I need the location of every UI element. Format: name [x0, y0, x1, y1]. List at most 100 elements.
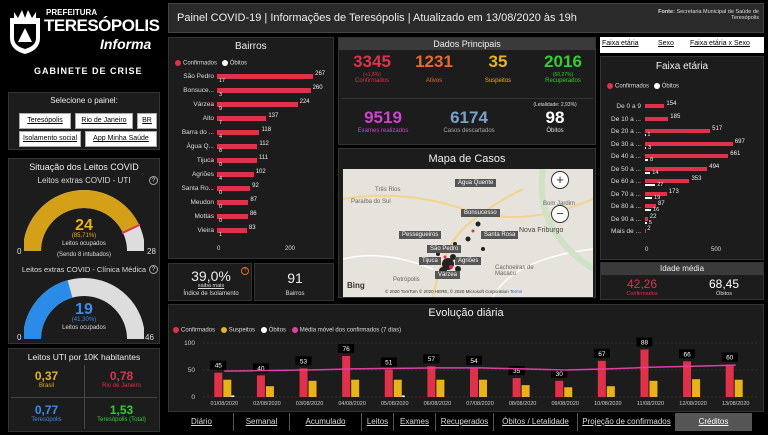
terms-link[interactable]: Terms — [509, 289, 523, 294]
bairro-bar — [217, 172, 254, 177]
faixa-label: De 70 a ... — [611, 190, 641, 198]
faixa-bar — [645, 166, 708, 171]
tab-leitos[interactable]: Leitos — [362, 413, 394, 431]
kpi-label: Exames realizados — [357, 128, 409, 134]
bairro-label: São Pedro — [183, 73, 214, 80]
tab-recuperados[interactable]: Recuperados — [436, 413, 494, 431]
faixa-obitos: 8 — [650, 157, 654, 163]
bairro-label: Santa Ro... — [181, 185, 214, 192]
data-label-bg — [721, 352, 738, 362]
clinica-title: Leitos extras COVID - Clínica Médica — [21, 265, 147, 274]
select-br-button[interactable]: BR — [137, 113, 157, 129]
tab-exames[interactable]: Exames — [394, 413, 436, 431]
help-icon[interactable]: ? — [149, 176, 158, 185]
faixa-label: Mais de ... — [611, 228, 641, 235]
faixa-bar — [645, 229, 646, 233]
faixa-legend: Confirmados Óbitos — [607, 83, 679, 90]
isolamento-value: 39,0% — [191, 268, 231, 284]
tab-sexo[interactable]: Sexo — [658, 40, 674, 47]
uti10k-cell: 0,37 Brasil — [9, 369, 84, 389]
bairro-obitos: 4 — [219, 134, 223, 140]
clinica-min: 0 — [17, 333, 22, 342]
place-label: Cachoeiras de Macacu — [495, 265, 534, 277]
bar-confirmados — [725, 364, 734, 397]
x-tick-label: 04/08/2020 — [338, 401, 366, 407]
help-icon[interactable]: ? — [241, 267, 249, 275]
uti10k-value: 1,53 — [109, 403, 134, 417]
select-rio-button[interactable]: Rio de Janeiro — [75, 113, 133, 129]
faixa-obitos: 5 — [648, 219, 652, 226]
faixa-label: De 80 a ... — [611, 203, 641, 210]
uti10k-value: 0,78 — [109, 369, 134, 383]
faixa-label: De 90 a ... — [611, 215, 641, 223]
bairro-obitos: 7 — [219, 120, 223, 126]
tab-proje-o-de-confirmados[interactable]: Projeção de confirmados — [578, 413, 676, 431]
map-canvas[interactable]: Três Rios Paraíba do Sul Água Quente Bom… — [343, 169, 593, 297]
tab-acumulado[interactable]: Acumulado — [290, 413, 362, 431]
faixa-obito-bar — [645, 209, 652, 211]
bairro-value: 112 — [259, 141, 269, 147]
bairro-bar — [217, 88, 311, 93]
logo-line2: TERESÓPOLIS — [44, 16, 160, 35]
bar-suspeitos — [223, 379, 232, 397]
faixa-obito-bar — [645, 184, 656, 186]
tab-faixa-etaria[interactable]: Faixa etária — [602, 40, 639, 47]
tab-semanal[interactable]: Semanal — [234, 413, 290, 431]
bairro-value: 102 — [255, 169, 266, 175]
data-label: 53 — [300, 358, 308, 365]
kpi-value: 9519 — [364, 108, 402, 127]
bar-suspeitos — [308, 380, 317, 397]
idade-label: Confirmados — [626, 291, 658, 297]
bing-logo: Bing — [347, 281, 365, 290]
select-app-button[interactable]: App Minha Saúde — [85, 131, 157, 147]
uti10k-label: Teresópolis — [31, 417, 62, 423]
select-isolamento-button[interactable]: Isolamento social — [19, 131, 81, 147]
bairro-obitos: 8 — [219, 148, 223, 154]
tab-faixa-sexo[interactable]: Faixa etária x Sexo — [690, 40, 750, 47]
select-teresopolis-button[interactable]: Teresópolis — [19, 113, 71, 129]
faixa-bar — [645, 191, 667, 196]
kpi-recuperados: 2016 (60,27%) Recuperados — [531, 52, 595, 84]
kpi-label: Casos descartados — [443, 128, 495, 134]
faixa-bar — [645, 179, 690, 183]
legend-label: Confirmados — [181, 327, 216, 334]
place-tag: Tijuca — [419, 257, 441, 265]
faixa-obito-bar — [645, 171, 651, 174]
bar-obitos — [401, 395, 405, 397]
place-tag: Bonsucesso — [461, 209, 500, 217]
data-label: 88 — [641, 339, 649, 346]
zoom-out-button[interactable]: − — [551, 205, 569, 223]
data-label-bg — [338, 343, 355, 353]
data-label: 30 — [556, 371, 564, 378]
bar-suspeitos — [393, 379, 402, 397]
panel-isolamento[interactable]: 39,0% saiba mais Índice de Isolamento ? — [168, 263, 252, 301]
zoom-in-button[interactable]: + — [551, 171, 569, 189]
uti-pct: (85,71%) — [71, 233, 97, 239]
clinica-gauge — [24, 278, 144, 340]
faixa-obitos: 16 — [653, 207, 660, 213]
bairro-bar — [217, 228, 247, 233]
data-label: 45 — [215, 363, 223, 370]
help-icon[interactable]: ? — [149, 265, 158, 274]
uti10k-label: Brasil — [38, 383, 54, 389]
bairro-value: 87 — [250, 197, 257, 203]
tab--bitos-letalidade[interactable]: Óbitos / Letalidade — [494, 413, 578, 431]
uti-value: 24 — [75, 217, 93, 234]
tab-cr-ditos[interactable]: Créditos — [676, 413, 752, 431]
place-label: Petrópolis — [393, 277, 420, 283]
chart-legend: Confirmados Suspeitos Óbitos Média móvel… — [173, 327, 401, 334]
bairro-value: 260 — [312, 85, 323, 91]
data-label-bg — [508, 366, 525, 376]
bar-suspeitos — [351, 379, 360, 397]
data-label-bg — [466, 355, 482, 365]
x-tick-label: 13/08/2020 — [722, 401, 750, 407]
legend-label: Confirmados — [615, 83, 650, 90]
isolamento-sub[interactable]: saiba mais — [197, 283, 225, 289]
tab-di-rio[interactable]: Diário — [170, 413, 234, 431]
city-crest-icon — [10, 10, 40, 54]
kpi-value: 98 — [545, 108, 565, 127]
bairros-axis-200: 200 — [285, 246, 296, 252]
faixa-bar — [645, 204, 656, 208]
kpi-descartados: 6174 Casos descartados — [427, 108, 511, 134]
bar-suspeitos — [436, 379, 445, 397]
